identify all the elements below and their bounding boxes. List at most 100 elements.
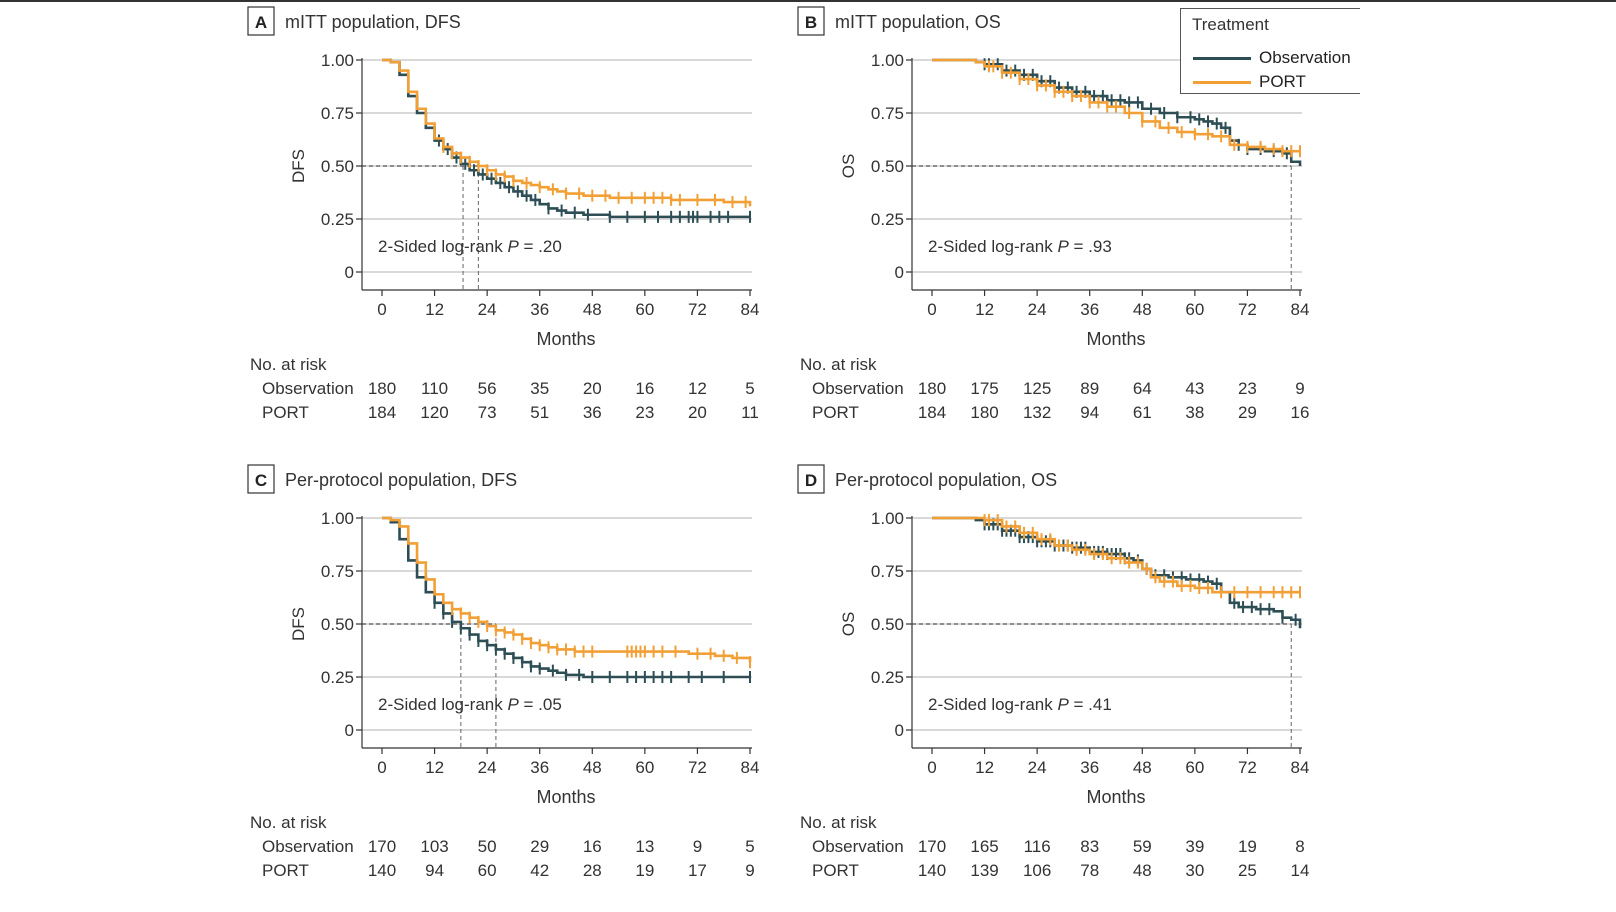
curve-port	[932, 516, 1300, 594]
risk-cell: 19	[635, 861, 654, 880]
risk-cell: 140	[368, 861, 396, 880]
risk-cell: 28	[583, 861, 602, 880]
risk-cell: 12	[688, 379, 707, 398]
x-tick-label: 84	[1291, 300, 1310, 319]
risk-cell: 20	[688, 403, 707, 422]
panel-letter-box	[247, 6, 275, 36]
logrank-p: P	[1057, 695, 1069, 714]
curve-port	[382, 58, 752, 207]
x-tick-label: 48	[583, 300, 602, 319]
y-tick-label: 0	[345, 721, 354, 740]
risk-cell: 170	[918, 837, 946, 856]
y-tick-label: 0.25	[321, 668, 354, 687]
x-tick-label: 60	[635, 300, 654, 319]
risk-cell: 25	[1238, 861, 1257, 880]
risk-cell: 30	[1185, 861, 1204, 880]
risk-cell: 14	[1291, 861, 1310, 880]
risk-cell: 132	[1023, 403, 1051, 422]
logrank-value: = .20	[519, 237, 562, 256]
risk-cell: 60	[478, 861, 497, 880]
risk-row-label: PORT	[262, 861, 309, 880]
y-tick-label: 0.75	[871, 104, 904, 123]
risk-cell: 165	[970, 837, 998, 856]
y-tick-label: 0.50	[871, 615, 904, 634]
x-tick-label: 48	[1133, 300, 1152, 319]
y-tick-label: 0.50	[321, 615, 354, 634]
risk-cell: 106	[1023, 861, 1051, 880]
risk-table-header: No. at risk	[250, 813, 327, 832]
logrank-annotation: 2-Sided log-rank P = .41	[928, 695, 1112, 714]
y-tick-label: 0.75	[871, 562, 904, 581]
risk-cell: 116	[1024, 837, 1051, 856]
risk-cell: 16	[1291, 403, 1310, 422]
legend-item-port: PORT	[1193, 71, 1306, 93]
y-tick-label: 0.50	[321, 157, 354, 176]
panel-title: mITT population, OS	[835, 12, 1001, 32]
risk-cell: 125	[1023, 379, 1051, 398]
risk-cell: 13	[635, 837, 654, 856]
panel-letter: C	[255, 471, 267, 490]
x-tick-label: 84	[1291, 758, 1310, 777]
risk-cell: 140	[918, 861, 946, 880]
x-tick-label: 36	[1080, 758, 1099, 777]
x-tick-label: 84	[741, 758, 760, 777]
logrank-annotation: 2-Sided log-rank P = .05	[378, 695, 562, 714]
risk-cell: 59	[1133, 837, 1152, 856]
x-tick-label: 12	[425, 300, 444, 319]
y-tick-label: 0.75	[321, 104, 354, 123]
risk-cell: 29	[1238, 403, 1257, 422]
x-tick-label: 12	[975, 300, 994, 319]
risk-cell: 170	[368, 837, 396, 856]
y-tick-label: 0.25	[871, 210, 904, 229]
x-tick-label: 72	[1238, 758, 1257, 777]
x-tick-label: 72	[688, 758, 707, 777]
panel-letter: A	[255, 13, 267, 32]
logrank-prefix: 2-Sided log-rank	[378, 695, 507, 714]
logrank-annotation: 2-Sided log-rank P = .20	[378, 237, 562, 256]
risk-table-header: No. at risk	[800, 813, 877, 832]
risk-cell: 103	[420, 837, 448, 856]
x-tick-label: 0	[927, 300, 936, 319]
panel-letter-box	[247, 464, 275, 494]
x-tick-label: 84	[741, 300, 760, 319]
risk-row-label: PORT	[812, 861, 859, 880]
y-tick-label: 1.00	[321, 509, 354, 528]
risk-cell: 5	[745, 837, 754, 856]
x-axis-label: Months	[1086, 787, 1145, 807]
x-tick-label: 72	[1238, 300, 1257, 319]
risk-cell: 139	[970, 861, 998, 880]
x-tick-label: 36	[530, 300, 549, 319]
risk-cell: 180	[368, 379, 396, 398]
x-tick-label: 12	[975, 758, 994, 777]
x-tick-label: 48	[583, 758, 602, 777]
risk-row-label: PORT	[812, 403, 859, 422]
y-tick-label: 0	[345, 263, 354, 282]
risk-row-label: PORT	[262, 403, 309, 422]
risk-cell: 36	[583, 403, 602, 422]
risk-cell: 16	[583, 837, 602, 856]
logrank-value: = .93	[1069, 237, 1112, 256]
risk-cell: 73	[478, 403, 497, 422]
risk-cell: 23	[635, 403, 654, 422]
legend-label-observation: Observation	[1259, 48, 1351, 67]
risk-cell: 89	[1080, 379, 1099, 398]
x-tick-label: 24	[1028, 300, 1047, 319]
risk-cell: 20	[583, 379, 602, 398]
x-tick-label: 24	[1028, 758, 1047, 777]
risk-cell: 110	[421, 379, 448, 398]
risk-row-label: Observation	[812, 837, 904, 856]
risk-cell: 56	[478, 379, 497, 398]
x-axis-label: Months	[536, 329, 595, 349]
risk-cell: 35	[530, 379, 549, 398]
risk-cell: 120	[420, 403, 448, 422]
risk-cell: 11	[741, 403, 759, 422]
panel-letter-box	[797, 6, 825, 36]
risk-cell: 184	[918, 403, 946, 422]
panel-C: C Per-protocol population, DFS 0 0.25 0.50 0.…	[247, 464, 760, 880]
risk-cell: 9	[745, 861, 754, 880]
risk-cell: 42	[530, 861, 549, 880]
risk-cell: 23	[1238, 379, 1257, 398]
x-tick-label: 24	[478, 300, 497, 319]
risk-cell: 19	[1238, 837, 1257, 856]
logrank-p: P	[1057, 237, 1069, 256]
